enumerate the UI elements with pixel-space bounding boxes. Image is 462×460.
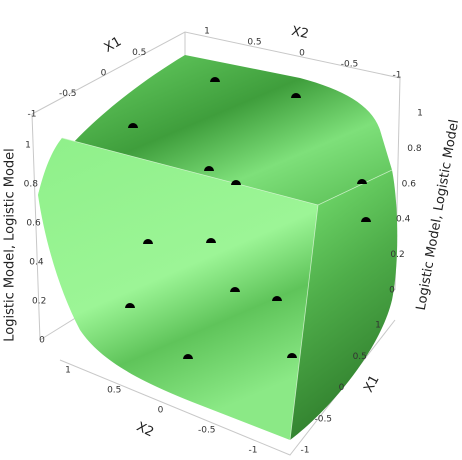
- tick-label: 1: [25, 141, 31, 151]
- tick-label: 0.4: [29, 258, 44, 268]
- axis-label: X2: [290, 24, 310, 42]
- tick-label: 0.2: [390, 250, 404, 260]
- axis-label: Logistic Model, Logistic Model: [3, 148, 18, 342]
- tick-label: 0.5: [132, 48, 146, 58]
- tick-label: 1: [417, 109, 423, 119]
- tick-label: 0: [39, 336, 45, 346]
- tick-label: 0.5: [247, 38, 261, 48]
- tick-label: 0: [389, 286, 395, 296]
- tick-label: 1: [204, 27, 210, 37]
- surface-right: [290, 170, 398, 440]
- tick-label: 1: [65, 366, 71, 376]
- tick-label: 0.2: [32, 297, 46, 307]
- tick-label: 0.5: [107, 386, 121, 396]
- tick-label: 1: [375, 321, 381, 331]
- tick-label: -0.5: [59, 89, 77, 99]
- tick-label: -1: [249, 446, 258, 456]
- tick-label: -1: [393, 71, 402, 81]
- tick-label: -1: [301, 446, 310, 456]
- tick-label: 0.5: [353, 352, 367, 362]
- tick-label: 0: [299, 49, 305, 59]
- tick-label: -0.5: [314, 414, 332, 424]
- surface-left: [38, 138, 318, 440]
- tick-label: 0.8: [407, 144, 422, 154]
- tick-label: 0.4: [396, 215, 411, 225]
- surface-top: [38, 55, 392, 205]
- axis-label: X1: [102, 34, 124, 56]
- tick-label: 0: [339, 383, 345, 393]
- tick-label: 0: [158, 406, 164, 416]
- tick-label: 0.6: [402, 179, 417, 189]
- tick-label: 0.8: [24, 180, 39, 190]
- axis-label: X2: [134, 420, 156, 441]
- surface-edge: [61, 137, 393, 441]
- tick-label: -0.5: [198, 426, 216, 436]
- tick-label: -0.5: [341, 60, 359, 70]
- tick-label: -1: [28, 110, 37, 120]
- axis-label: X1: [361, 373, 382, 395]
- design-points: [125, 77, 371, 359]
- tick-label: 0.6: [26, 219, 41, 229]
- tick-label: 0: [101, 69, 107, 79]
